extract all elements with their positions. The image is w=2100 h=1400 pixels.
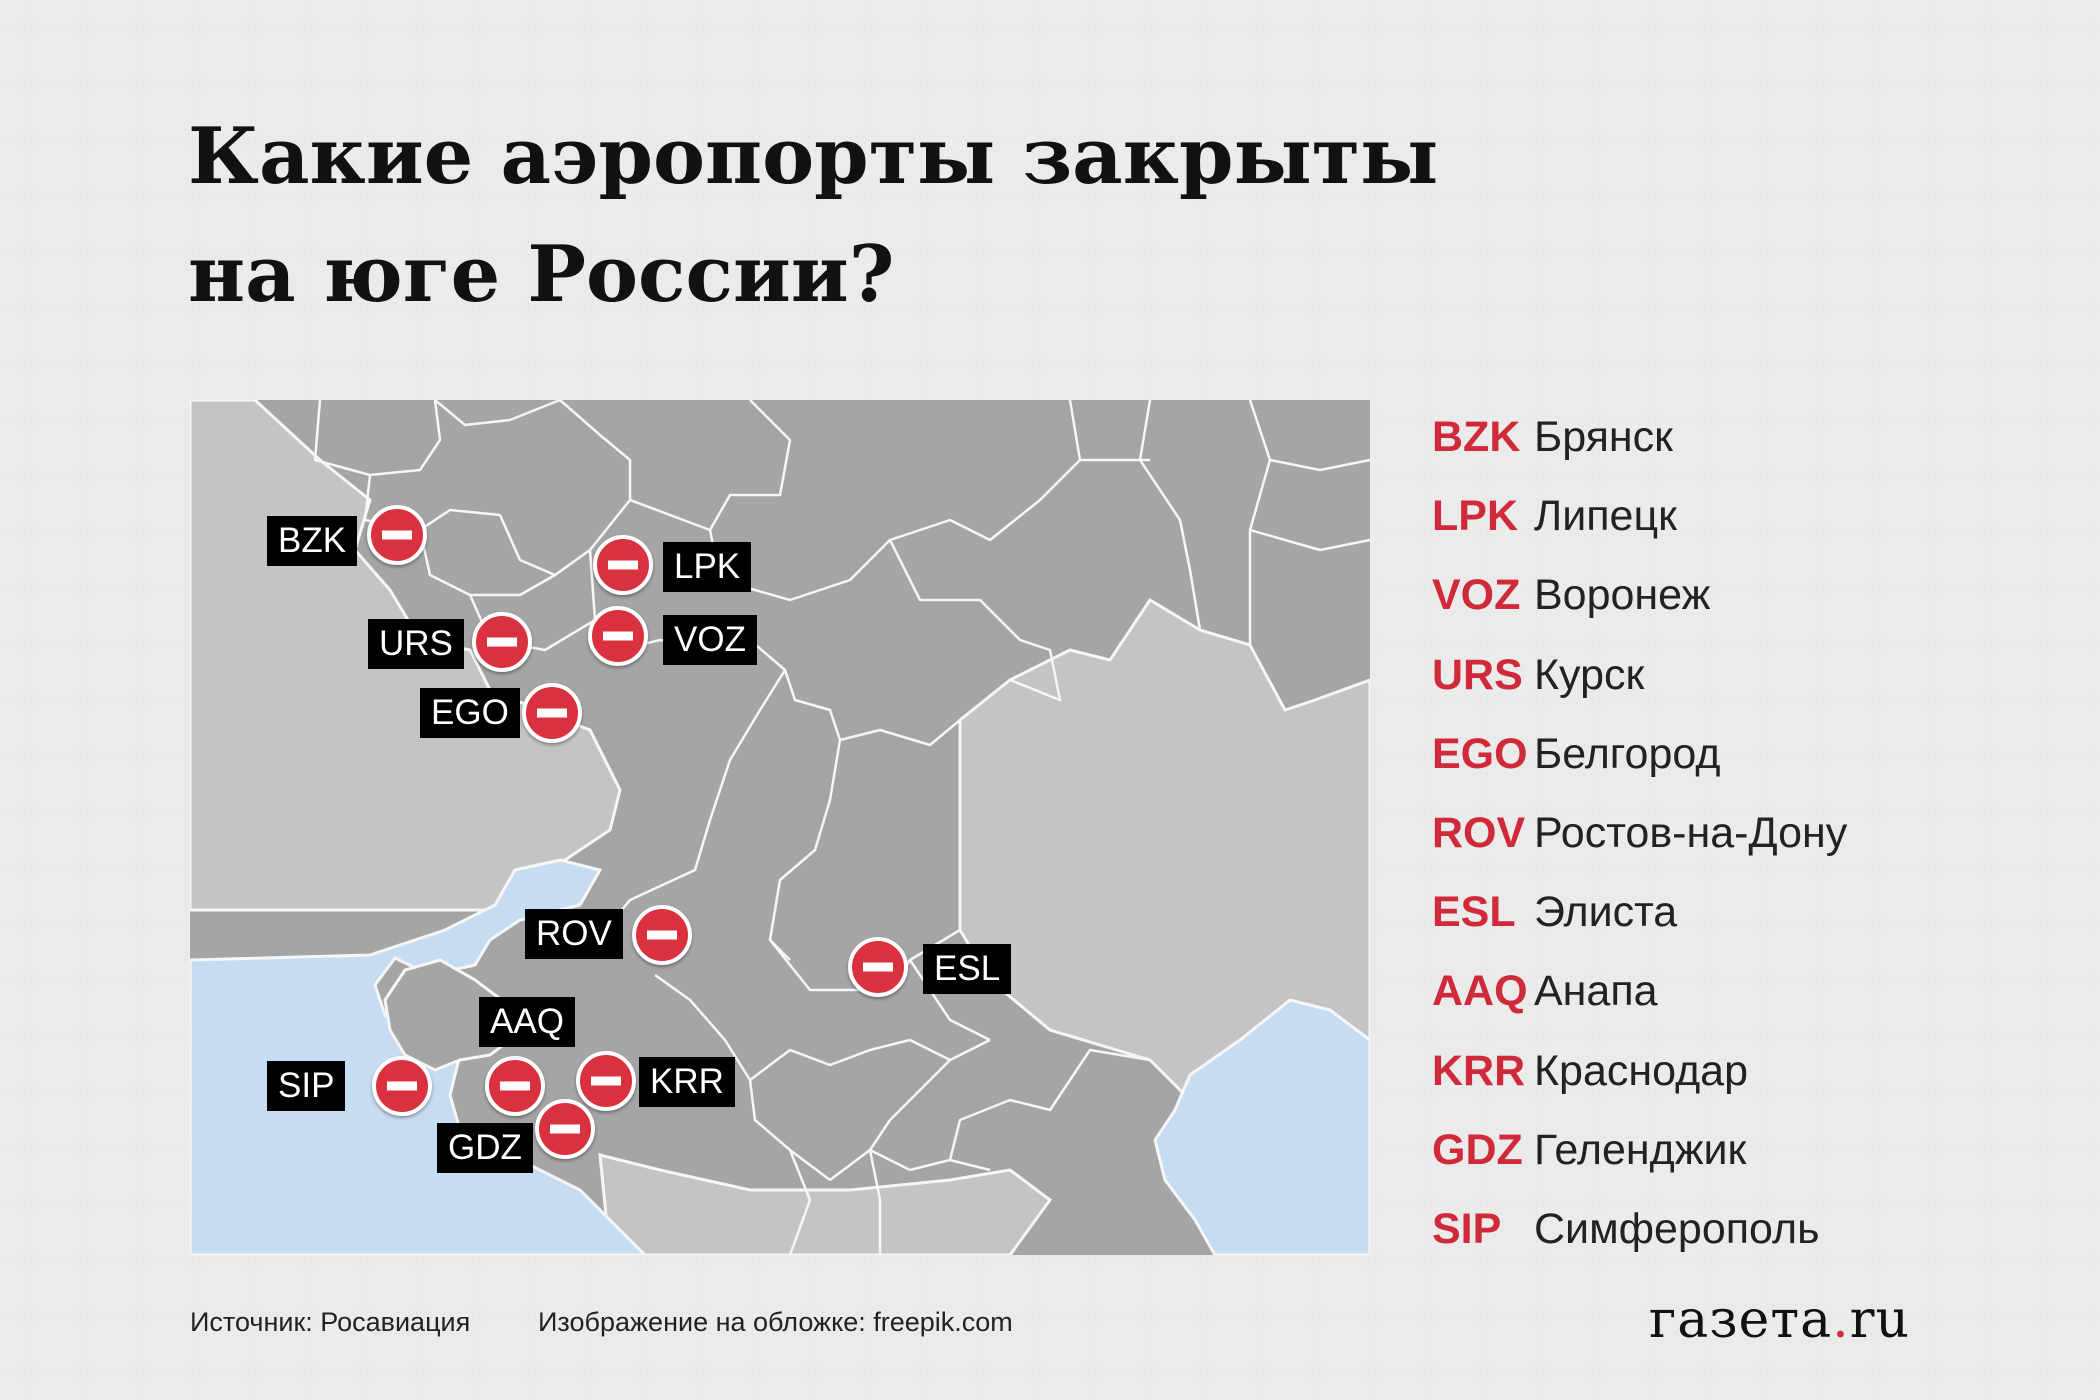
tag-rov: ROV [525, 909, 623, 959]
tag-lpk: LPK [663, 542, 752, 592]
tag-gdz: GDZ [437, 1123, 533, 1173]
marker-esl[interactable] [848, 937, 908, 997]
tag-urs: URS [368, 619, 464, 669]
marker-krr[interactable] [576, 1051, 636, 1111]
tag-voz: VOZ [663, 615, 757, 665]
legend-item: LPK Липецк [1432, 492, 1677, 541]
legend-item: GDZ Геленджик [1432, 1125, 1747, 1174]
legend-item: SIP Симферополь [1432, 1204, 1820, 1253]
region-borders [313, 400, 1370, 1255]
marker-sip[interactable] [372, 1056, 432, 1116]
legend-item: BZK Брянск [1432, 413, 1673, 461]
logo[interactable]: газета.ru [1649, 1290, 1910, 1350]
airport-legend: BZK Брянск LPK Липецк VOZ Воронеж URS Курск … [1432, 398, 1847, 1269]
marker-gdz[interactable] [535, 1099, 595, 1159]
title-line-1: Какие аэропорты закрыты [188, 111, 1439, 202]
source-text: Источник: Росавиация [190, 1307, 471, 1337]
marker-voz[interactable] [588, 606, 648, 666]
page-title: Какие аэропорты закрыты на юге России? [188, 98, 1438, 334]
legend-item: URS Курск [1432, 650, 1645, 699]
legend-item: VOZ Воронеж [1432, 571, 1711, 620]
legend-item: KRR Краснодар [1432, 1046, 1749, 1095]
marker-bzk[interactable] [367, 505, 427, 565]
map: BZK LPK VOZ URS EGO ROV ESL AAQ KRR GDZ … [190, 400, 1370, 1255]
title-line-2: на юге России? [188, 229, 895, 320]
marker-lpk[interactable] [593, 535, 653, 595]
logo-dot: . [1832, 1290, 1850, 1350]
tag-ego: EGO [420, 688, 520, 738]
caspian-sea [1153, 998, 1370, 1255]
legend-item: ROV Ростов-на-Дону [1432, 808, 1848, 857]
tag-sip: SIP [267, 1061, 346, 1111]
legend-item: EGO Белгород [1432, 729, 1721, 778]
marker-aaq[interactable] [485, 1056, 545, 1116]
cover-credit-text: Изображение на обложке: freepik.com [538, 1307, 1013, 1337]
georgia-land [598, 1153, 1053, 1255]
marker-rov[interactable] [632, 905, 692, 965]
tag-bzk: BZK [267, 516, 358, 566]
logo-part-1: газета [1648, 1290, 1833, 1350]
map-base [190, 400, 1370, 1255]
marker-urs[interactable] [472, 612, 532, 672]
legend-item: AAQ Анапа [1432, 967, 1658, 1016]
legend-item: ESL Элиста [1432, 888, 1678, 937]
tag-aaq: AAQ [479, 997, 575, 1047]
marker-ego[interactable] [522, 683, 582, 743]
tag-krr: KRR [639, 1057, 735, 1107]
logo-part-2: ru [1849, 1290, 1910, 1350]
tag-esl: ESL [923, 944, 1012, 994]
